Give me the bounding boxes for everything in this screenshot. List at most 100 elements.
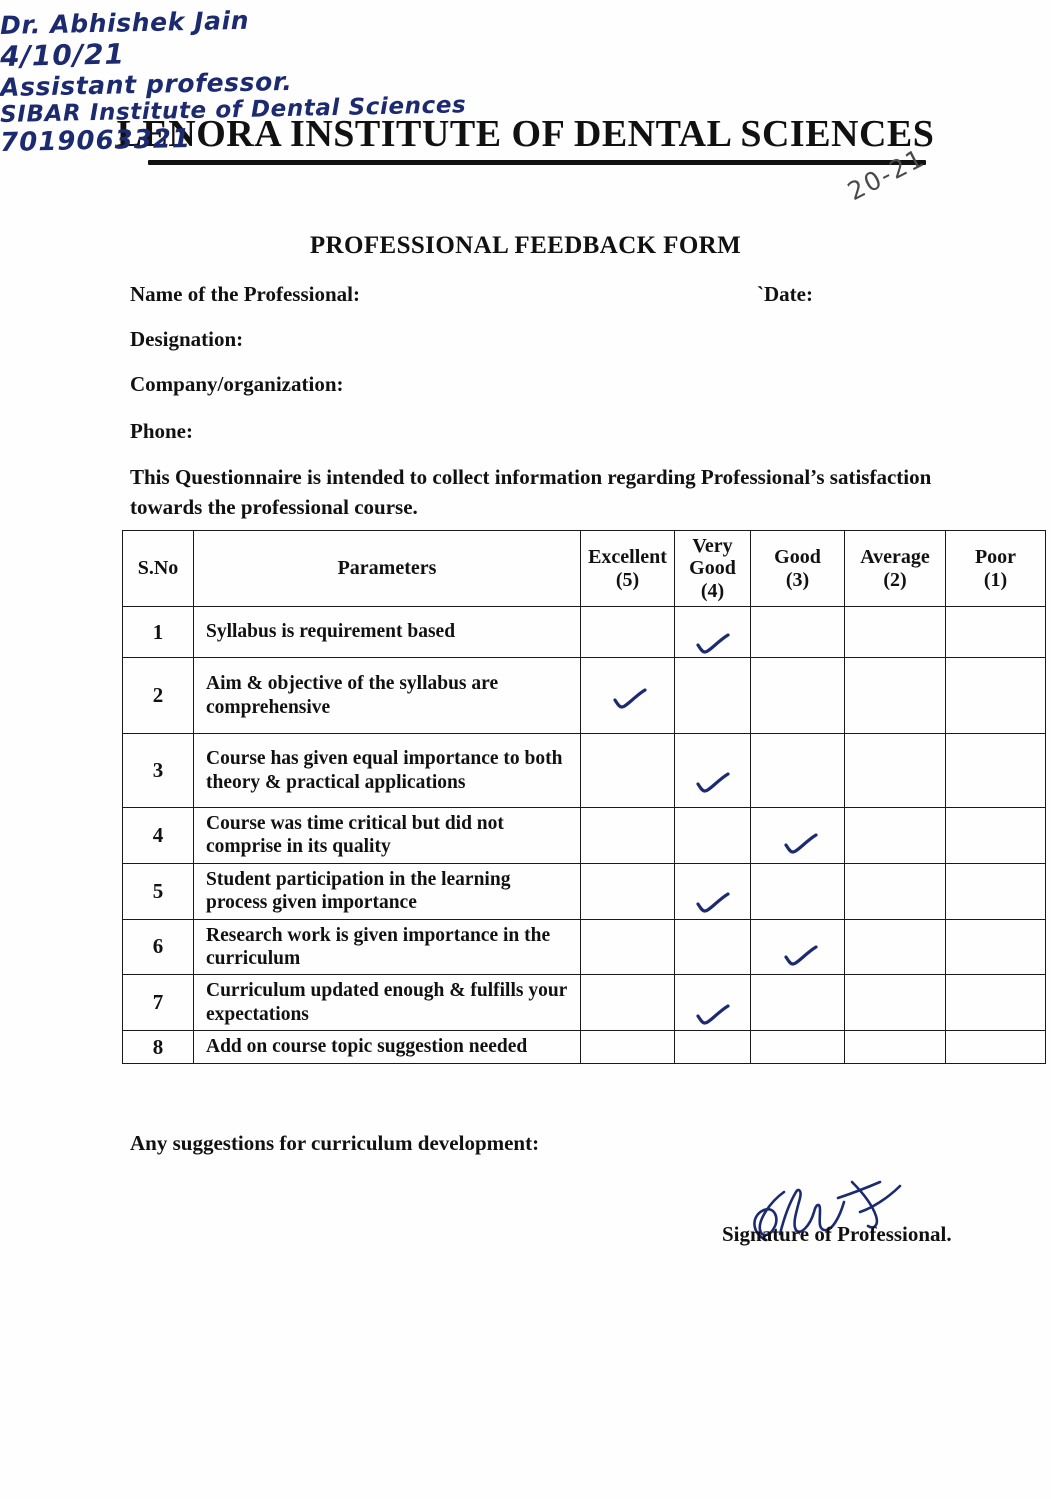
rating-cell-0[interactable] [580,862,675,920]
table-row: 8 Add on course topic suggestion needed [122,1030,1046,1065]
rating-cell-4[interactable] [945,807,1046,864]
checkmark-icon [784,833,819,855]
suggestions-label: Any suggestions for curriculum developme… [130,1131,540,1155]
rating-cell-1[interactable] [674,918,751,976]
header-very-good-line2: Good [689,557,736,580]
row-sno: 8 [122,1030,194,1065]
rating-cell-0[interactable] [580,657,675,734]
checkmark-icon [613,688,647,710]
rating-cell-0[interactable] [580,606,675,658]
feedback-table: S.No Parameters Excellent (5) Very Good … [122,530,1046,1065]
row-parameter: Student participation in the learning pr… [193,862,581,920]
header-good-line1: Good [774,546,821,569]
rating-cell-4[interactable] [945,606,1046,658]
row-parameter: Aim & objective of the syllabus are comp… [193,657,581,734]
row-sno: 6 [122,918,194,976]
header-average-line1: Average [860,546,930,569]
header-very-good-line3: (4) [700,579,725,602]
name-label: Name of the Professional: [130,282,360,306]
rating-cell-2[interactable] [750,807,845,864]
row-parameter: Syllabus is requirement based [193,606,581,658]
table-row: 2 Aim & objective of the syllabus are com… [122,657,1046,734]
row-sno: 1 [122,606,194,658]
header-parameters: Parameters [193,530,581,607]
header-excellent-line2: (5) [615,568,640,591]
rating-cell-4[interactable] [945,1030,1046,1065]
rating-cell-1[interactable] [674,974,751,1032]
rating-cell-2[interactable] [750,1030,845,1065]
row-sno: 5 [122,862,194,920]
checkmark-icon [696,633,730,655]
rating-cell-4[interactable] [945,918,1046,976]
organization-label: Company/organization: [130,372,344,396]
rating-cell-3[interactable] [844,606,946,658]
table-header-row: S.No Parameters Excellent (5) Very Good … [122,530,1046,607]
rating-cell-0[interactable] [580,1030,675,1065]
header-very-good-line1: Very [692,534,733,557]
checkmark-icon [784,945,819,967]
designation-label: Designation: [130,327,244,351]
rating-cell-3[interactable] [844,862,946,920]
rating-cell-0[interactable] [580,733,675,808]
header-excellent: Excellent (5) [580,530,675,607]
row-sno: 2 [122,657,194,734]
row-sno: 3 [122,733,194,808]
rating-cell-4[interactable] [945,862,1046,920]
date-label: `Date: [757,282,813,306]
row-parameter: Course has given equal importance to bot… [193,733,581,808]
form-title: PROFESSIONAL FEEDBACK FORM [309,232,742,259]
rating-cell-4[interactable] [945,974,1046,1032]
rating-cell-2[interactable] [750,733,845,808]
table-row: 3 Course has given equal importance to bo… [122,733,1046,808]
rating-cell-1[interactable] [674,807,751,864]
rating-cell-0[interactable] [580,807,675,864]
rating-cell-2[interactable] [750,862,845,920]
institute-title: LENORA INSTITUTE OF DENTAL SCIENCES [116,113,935,155]
intro-paragraph: This Questionnaire is intended to collec… [130,465,932,519]
row-sno: 7 [122,974,194,1032]
checkmark-icon [696,892,730,914]
header-very-good: Very Good (4) [674,530,751,607]
rating-cell-4[interactable] [945,657,1046,734]
signature-mark [740,1168,920,1248]
header-poor-line2: (1) [983,568,1008,591]
row-parameter: Research work is given importance in the… [193,918,581,976]
header-average: Average (2) [844,530,946,607]
checkmark-icon [696,772,730,794]
rating-cell-1[interactable] [674,657,751,734]
rating-cell-2[interactable] [750,657,845,734]
rating-cell-2[interactable] [750,606,845,658]
signature-label: Signature of Professional. [722,1222,952,1246]
rating-cell-1[interactable] [674,606,751,658]
rating-cell-2[interactable] [750,918,845,976]
table-row: 6 Research work is given importance in th… [122,918,1046,976]
header-poor: Poor (1) [945,530,1046,607]
rating-cell-3[interactable] [844,1030,946,1065]
header-sno: S.No [122,530,194,607]
rating-cell-0[interactable] [580,918,675,976]
phone-label: Phone: [130,419,193,443]
row-parameter: Course was time critical but did not com… [193,807,581,864]
title-underline [148,160,926,165]
rating-cell-1[interactable] [674,862,751,920]
rating-cell-2[interactable] [750,974,845,1032]
rating-cell-3[interactable] [844,657,946,734]
header-good-line2: (3) [785,568,810,591]
rating-cell-3[interactable] [844,733,946,808]
rating-cell-1[interactable] [674,733,751,808]
row-parameter: Add on course topic suggestion needed [193,1030,581,1065]
table-row: 7 Curriculum updated enough & fulfills yo… [122,974,1046,1032]
table-row: 4 Course was time critical but did not co… [122,807,1046,864]
rating-cell-1[interactable] [674,1030,751,1065]
rating-cell-3[interactable] [844,807,946,864]
rating-cell-3[interactable] [844,974,946,1032]
rating-cell-3[interactable] [844,918,946,976]
header-average-line2: (2) [883,568,907,591]
rating-cell-0[interactable] [580,974,675,1032]
rating-cell-4[interactable] [945,733,1046,808]
row-parameter: Curriculum updated enough & fulfills you… [193,974,581,1032]
table-row: 5 Student participation in the learning p… [122,862,1046,920]
header-excellent-line1: Excellent [588,546,667,569]
header-good: Good (3) [750,530,845,607]
checkmark-icon [696,1004,730,1026]
